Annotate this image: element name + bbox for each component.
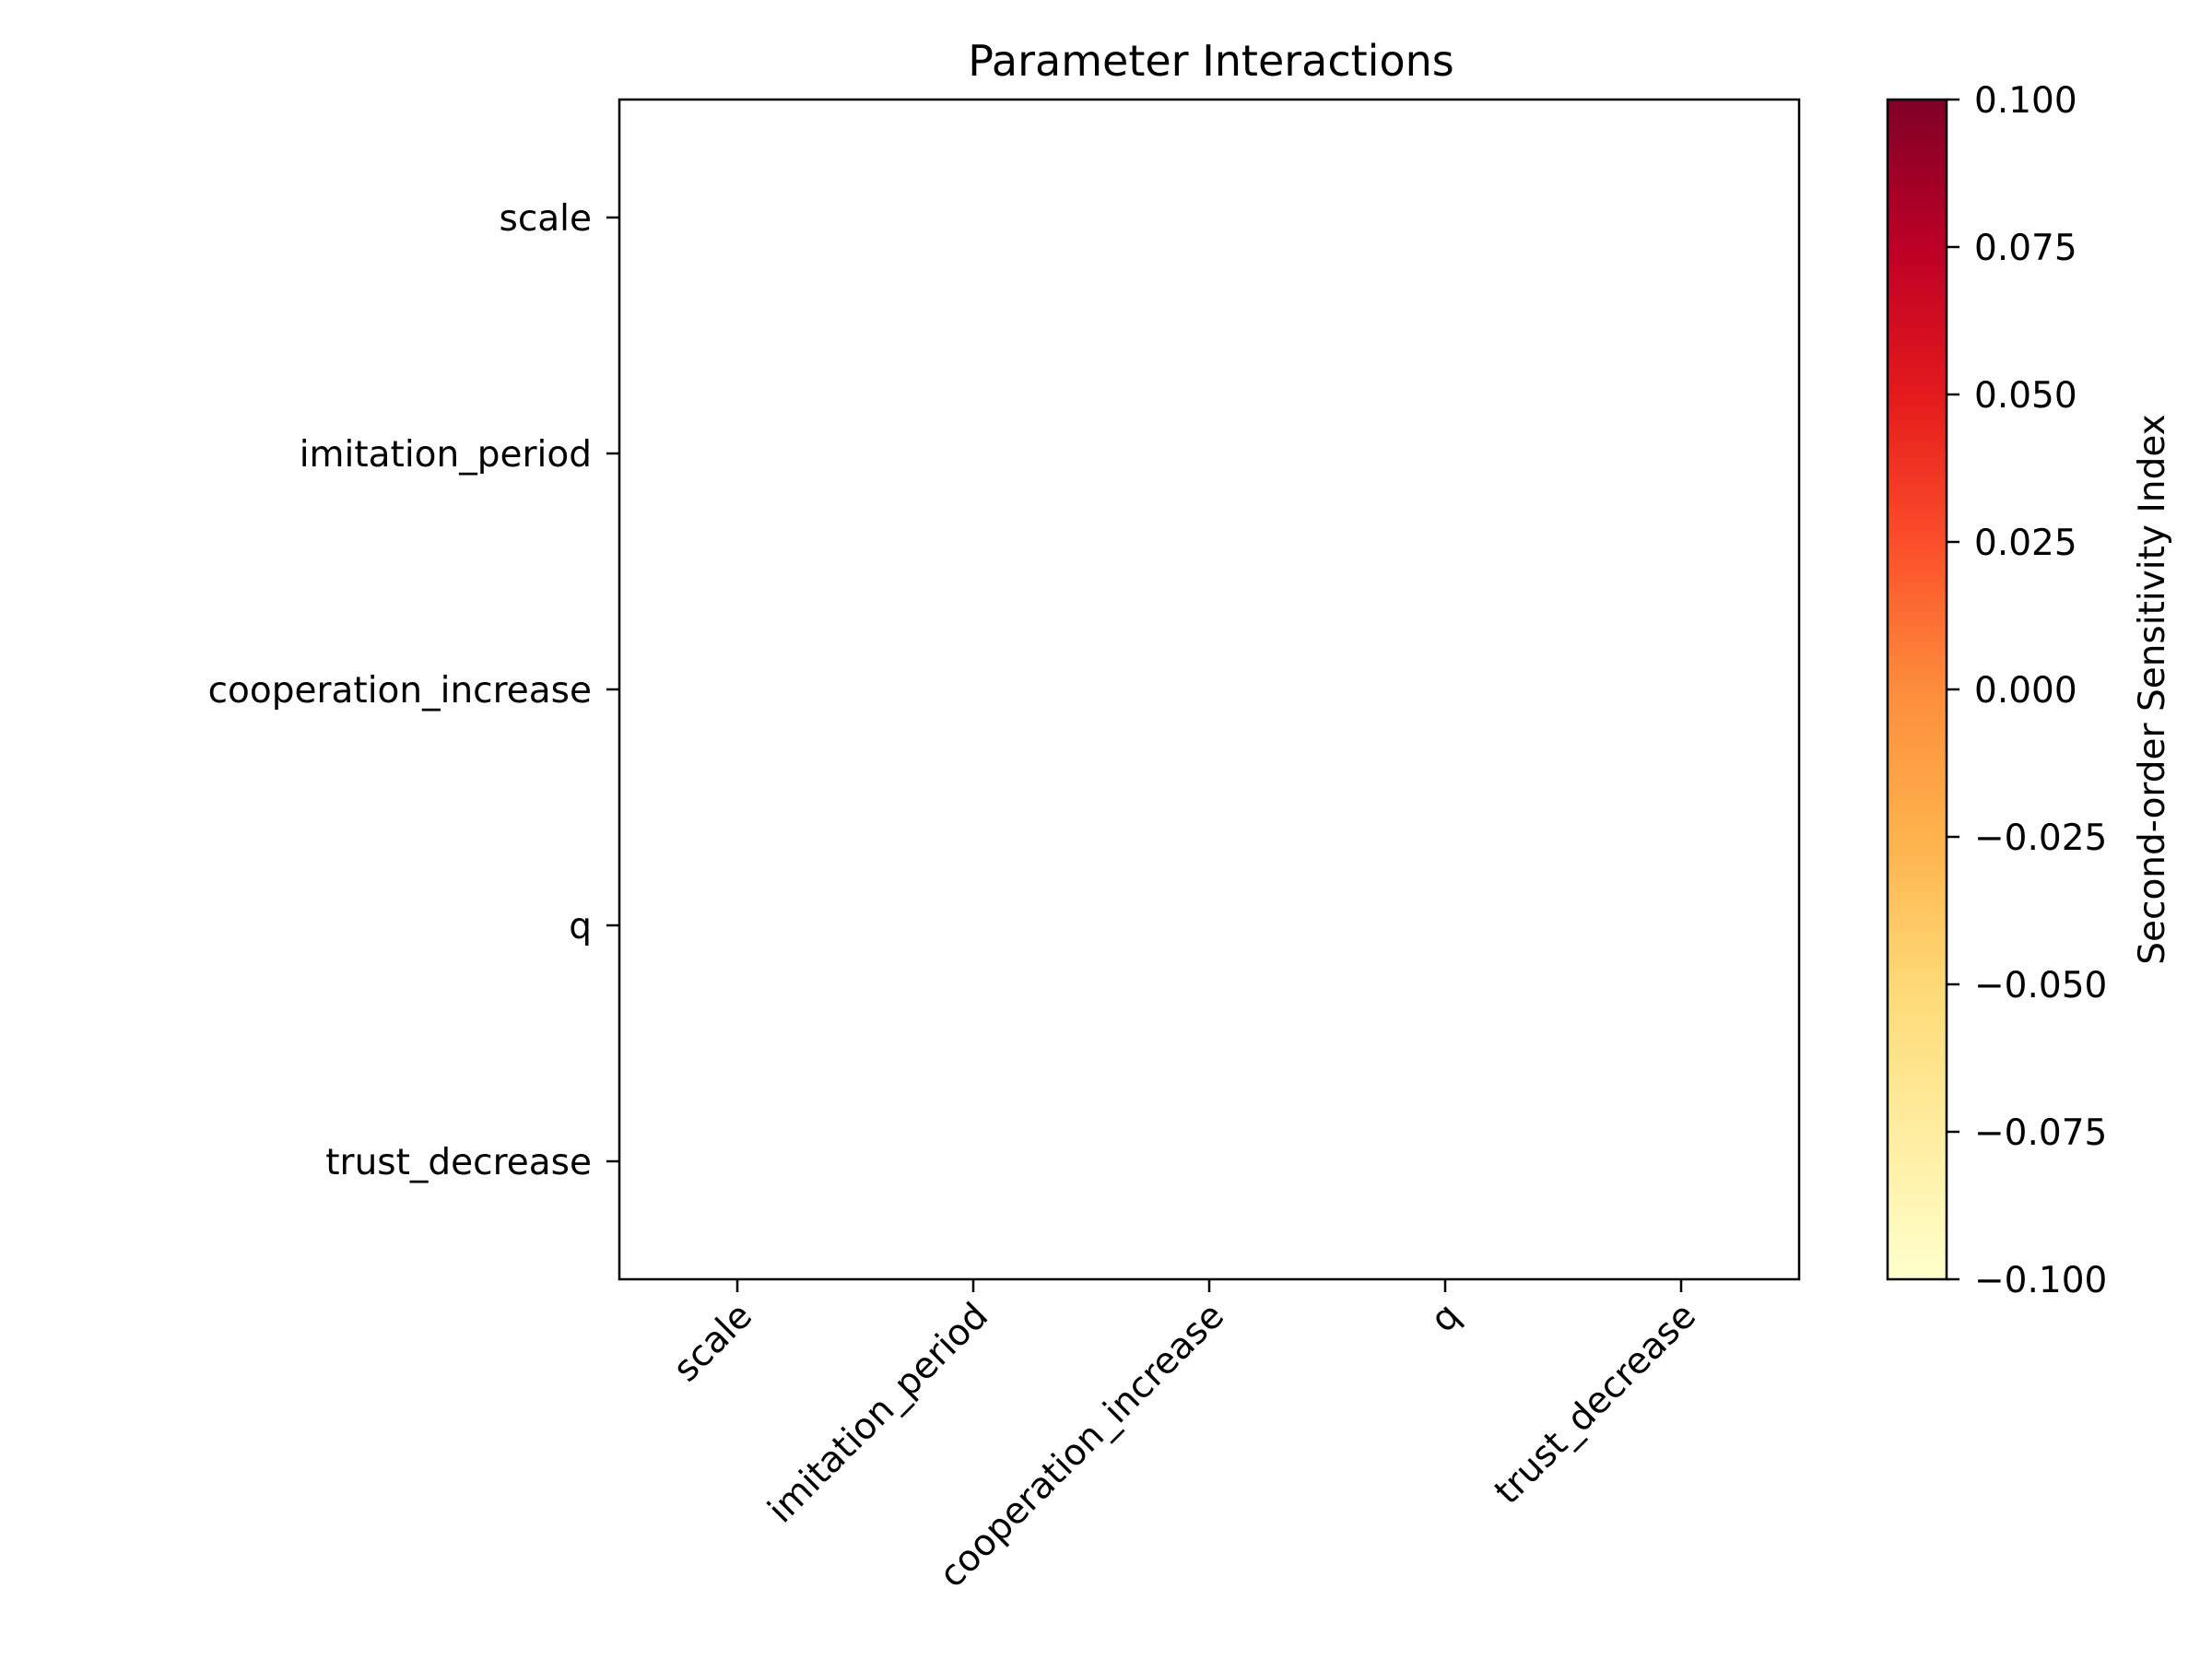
colorbar-tick-label: 0.075 [1974, 228, 2077, 269]
colorbar-label: Second-order Sensitivity Index [2132, 414, 2173, 965]
colorbar-tick-label: −0.025 [1974, 818, 2107, 859]
x-tick-label: trust_decrease [1487, 1295, 1704, 1512]
colorbar [1886, 98, 1948, 1281]
y-tick-label: scale [500, 198, 593, 240]
x-tick-label: imitation_period [760, 1295, 996, 1531]
colorbar-axis: 0.100 0.075 0.050 0.025 0.000 −0.025 −0.050 −0.… [1947, 80, 2107, 1301]
x-axis: scale imitation_periodcooperation_increas… [665, 1279, 1704, 1596]
y-tick-label: q [569, 906, 592, 947]
colorbar-tick-label: 0.100 [1974, 80, 2077, 122]
colorbar-tick-label: −0.050 [1974, 965, 2107, 1006]
colorbar-tick-label: 0.000 [1974, 670, 2077, 712]
chart-title: Parameter Interactions [968, 36, 1453, 86]
colorbar-tick-label: −0.100 [1974, 1260, 2107, 1301]
colorbar-tick-label: 0.050 [1974, 375, 2077, 417]
y-tick-label: trust_decrease [325, 1142, 592, 1183]
x-tick-label: q [1423, 1295, 1468, 1340]
y-axis: scale imitation_period cooperation_increas… [208, 198, 619, 1183]
y-tick-label: imitation_period [300, 434, 592, 476]
plot-area [618, 98, 1801, 1281]
y-tick-label: cooperation_increase [208, 670, 592, 712]
colorbar-tick-label: 0.025 [1974, 523, 2077, 564]
colorbar-tick-label: −0.075 [1974, 1112, 2107, 1154]
x-tick-label: scale [665, 1295, 760, 1390]
